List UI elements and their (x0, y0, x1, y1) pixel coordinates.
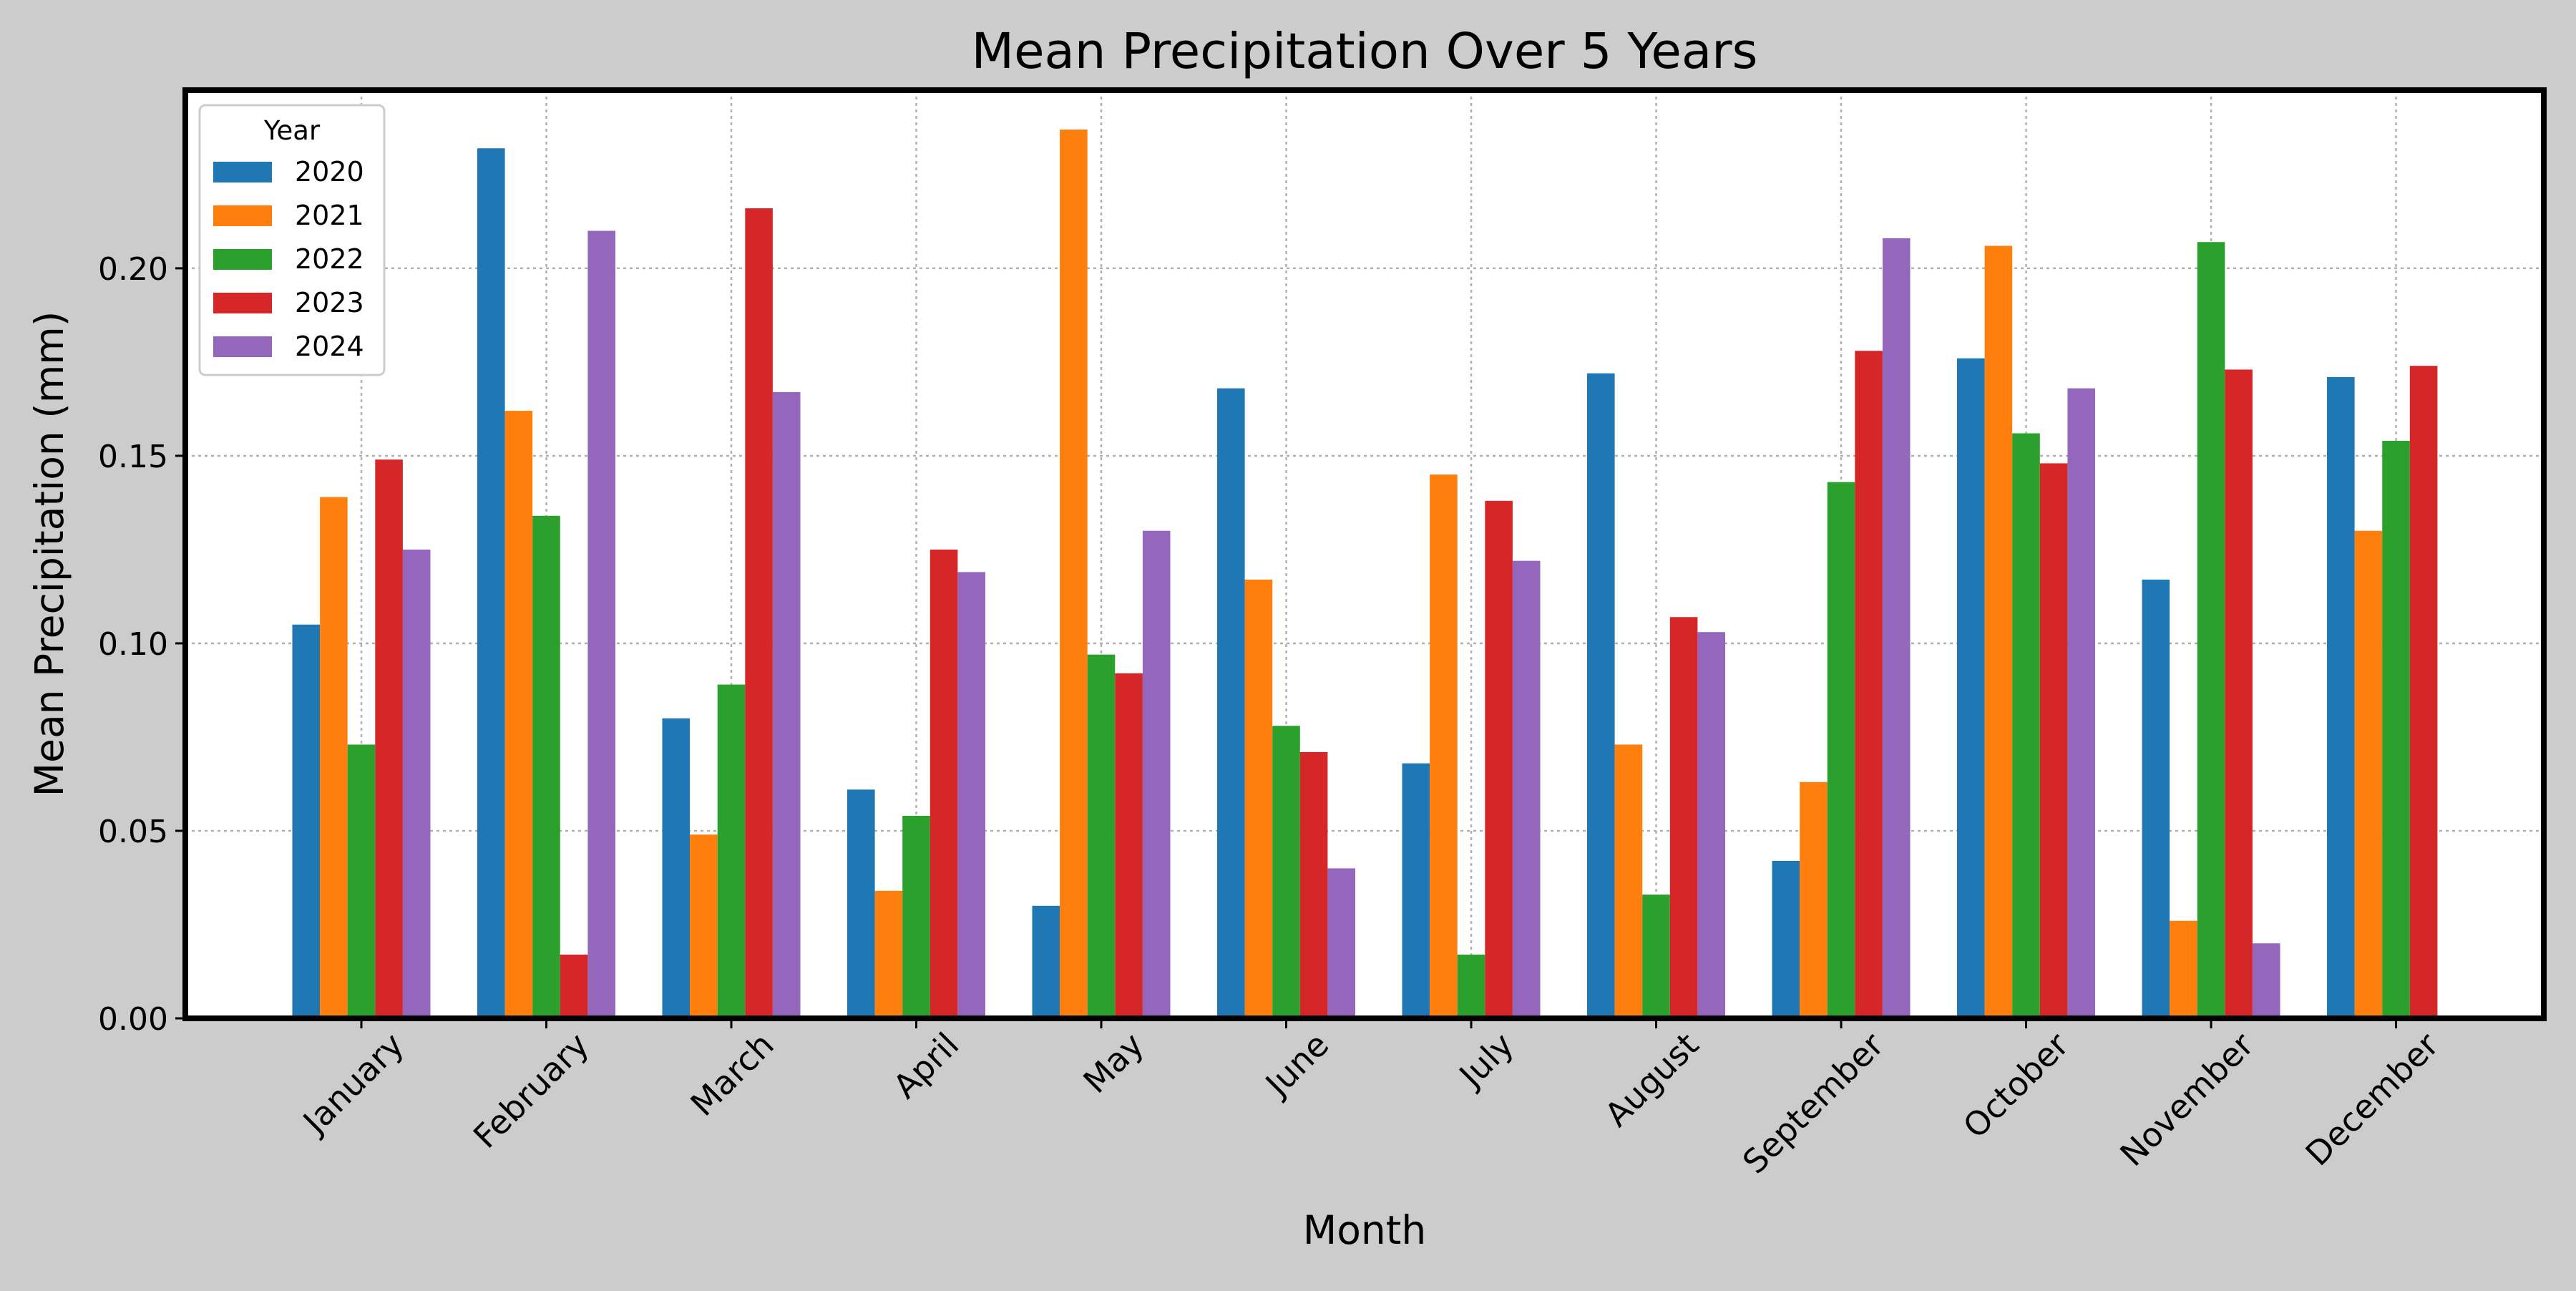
bar-2022-october (2012, 433, 2040, 1018)
bar-2020-june (1217, 388, 1245, 1018)
bar-2024-october (2067, 388, 2095, 1018)
bar-2022-december (2382, 440, 2410, 1018)
bar-2023-april (930, 549, 958, 1018)
bar-2024-june (1327, 868, 1355, 1018)
bars (292, 130, 2438, 1019)
y-tick-label: 0.00 (98, 1001, 168, 1038)
bar-2023-january (375, 459, 403, 1018)
bar-2024-april (957, 572, 985, 1018)
legend-swatch (213, 293, 272, 313)
y-tick-label: 0.10 (98, 626, 168, 663)
bar-2024-january (402, 549, 431, 1018)
legend-title: Year (263, 115, 321, 146)
bar-2023-march (745, 208, 773, 1018)
bar-2021-december (2354, 530, 2383, 1018)
legend-swatch (213, 336, 272, 357)
bar-2021-january (320, 497, 348, 1018)
bar-2024-july (1512, 560, 1541, 1018)
bar-2024-september (1882, 238, 1911, 1018)
bar-2020-january (292, 624, 321, 1018)
bar-2024-may (1142, 530, 1171, 1018)
legend-label: 2020 (295, 156, 364, 187)
bar-2021-july (1430, 474, 1458, 1018)
bar-2024-august (1697, 632, 1725, 1018)
bar-2021-september (1800, 781, 1828, 1018)
bar-2020-february (477, 148, 505, 1018)
bar-2020-september (1772, 860, 1800, 1018)
legend-label: 2024 (295, 331, 364, 362)
bar-2022-february (532, 515, 560, 1018)
bar-2022-june (1272, 726, 1300, 1018)
bar-2022-january (347, 744, 376, 1018)
y-tick-label: 0.20 (98, 251, 168, 288)
bar-2021-august (1614, 744, 1643, 1018)
legend-label: 2023 (295, 287, 364, 318)
bar-2022-july (1457, 954, 1485, 1018)
bar-2023-july (1485, 500, 1513, 1018)
bar-2020-may (1032, 905, 1060, 1018)
bar-2020-october (1957, 358, 1985, 1018)
bar-2024-february (587, 230, 615, 1018)
legend-label: 2022 (295, 243, 364, 275)
y-tick-label: 0.05 (98, 814, 168, 850)
bar-2020-december (2327, 376, 2355, 1018)
bar-2021-april (874, 890, 903, 1018)
bar-2023-june (1299, 751, 1328, 1018)
legend: Year 2020 2021 2022 2023 2024 (198, 104, 386, 376)
legend-items: 2020 2021 2022 2023 2024 (213, 156, 364, 362)
bar-2024-march (772, 391, 801, 1018)
chart-title: Mean Precipitation Over 5 Years (972, 23, 1758, 80)
bar-2021-march (690, 834, 718, 1018)
plot-frame (182, 87, 2547, 1021)
bar-2023-may (1115, 673, 1143, 1018)
x-axis-label: Month (1303, 1207, 1426, 1253)
legend-swatch (213, 205, 272, 226)
bar-2021-november (2170, 920, 2197, 1018)
bar-2021-june (1244, 579, 1273, 1018)
bar-2021-may (1060, 130, 1088, 1018)
bar-2023-december (2409, 366, 2438, 1019)
bar-2022-september (1827, 482, 1855, 1018)
bar-2021-october (1984, 245, 2013, 1018)
bar-2022-april (902, 816, 930, 1018)
bar-2023-october (2039, 463, 2068, 1018)
bar-2022-august (1642, 895, 1670, 1018)
legend-swatch (213, 162, 272, 182)
bar-2020-march (662, 718, 691, 1018)
bar-2022-november (2197, 242, 2225, 1019)
legend-swatch (213, 249, 272, 270)
y-axis-label: Mean Precipitation (mm) (26, 311, 72, 797)
bar-2023-august (1669, 617, 1698, 1018)
bar-2020-november (2142, 579, 2170, 1018)
bar-2020-april (847, 789, 875, 1018)
bar-2020-august (1587, 373, 1615, 1018)
y-tick-label: 0.15 (98, 439, 168, 475)
bar-2021-february (504, 411, 533, 1018)
legend-label: 2021 (295, 200, 364, 231)
bar-2022-march (717, 684, 746, 1018)
bar-2024-november (2252, 943, 2280, 1018)
bar-2020-july (1402, 763, 1430, 1018)
bar-2023-september (1855, 351, 1883, 1018)
bar-2022-may (1087, 654, 1116, 1018)
bar-2023-november (2225, 369, 2253, 1018)
bar-2023-february (560, 954, 588, 1018)
